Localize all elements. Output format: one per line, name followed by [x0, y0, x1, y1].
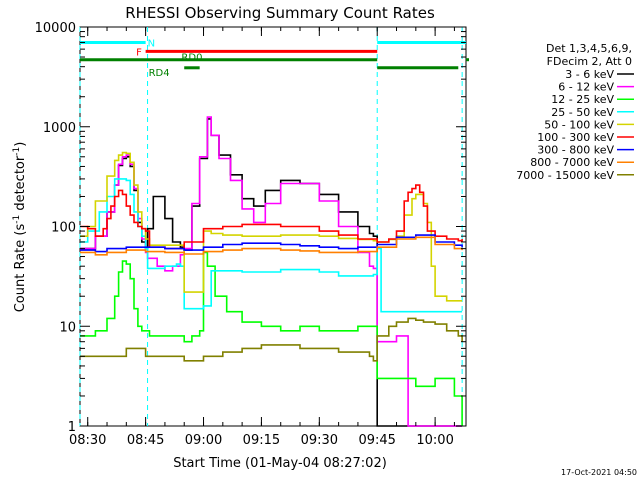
- flag-label: F: [136, 47, 142, 58]
- series-line: [80, 151, 463, 302]
- legend-entry-label: 100 - 300 keV: [537, 131, 614, 144]
- y-axis-label-main: Count Rate (s: [13, 224, 28, 313]
- y-axis: 1 10 100 1000 10000: [35, 21, 466, 435]
- legend-header-line2: FDecim 2, Att 0: [547, 55, 632, 68]
- y-tick-label: 1000: [43, 121, 76, 136]
- legend-entry-label: 25 - 50 keV: [551, 106, 614, 119]
- series-line: [80, 251, 463, 426]
- y-axis-label-end: ): [13, 142, 28, 147]
- y-tick-label: 10000: [35, 21, 76, 36]
- y-axis-label-sup2: -1: [12, 147, 22, 156]
- x-tick-label: 09:45: [358, 433, 395, 448]
- y-tick-label: 10: [59, 320, 76, 335]
- plot-area: NF RD0 RD4: [79, 26, 469, 427]
- legend: Det 1,3,4,5,6,9, FDecim 2, Att 0 3 - 6 k…: [516, 42, 634, 182]
- legend-entry-label: 800 - 7000 keV: [530, 156, 614, 169]
- legend-entry-label: 300 - 800 keV: [537, 144, 614, 157]
- x-tick-label: 09:30: [301, 433, 338, 448]
- legend-entry-label: 12 - 25 keV: [551, 93, 614, 106]
- series-line: [80, 184, 463, 250]
- legend-entry-label: 50 - 100 keV: [544, 118, 614, 131]
- legend-header-line1: Det 1,3,4,5,6,9,: [546, 42, 632, 55]
- legend-entry-label: 6 - 12 keV: [558, 81, 614, 94]
- y-tick-label: 100: [51, 221, 76, 236]
- legend-entry-label: 3 - 6 keV: [565, 68, 614, 81]
- series-line: [80, 178, 463, 313]
- flag-label: N: [148, 38, 155, 49]
- y-axis-label-mid: detector: [13, 155, 28, 215]
- generation-timestamp: 17-Oct-2021 04:50: [561, 468, 637, 477]
- x-axis-label: Start Time (01-May-04 08:27:02): [173, 456, 387, 471]
- chart-title: RHESSI Observing Summary Count Rates: [125, 4, 435, 22]
- flag-label: RD0: [181, 53, 202, 64]
- x-tick-label: 10:00: [416, 433, 453, 448]
- series-line: [80, 317, 463, 362]
- y-axis-label-sup1: -1: [12, 215, 22, 224]
- y-tick-label: 1: [68, 420, 76, 435]
- x-axis: 08:30 08:45 09:00 09:15 09:30 09:45 10:00: [69, 27, 455, 448]
- x-tick-label: 09:00: [185, 433, 222, 448]
- x-tick-label: 08:30: [69, 433, 106, 448]
- x-tick-label: 08:45: [127, 433, 164, 448]
- flag-label: RD4: [149, 68, 170, 79]
- series-line: [80, 236, 463, 256]
- legend-entry-label: 7000 - 15000 keV: [516, 169, 614, 182]
- x-tick-label: 09:15: [243, 433, 280, 448]
- y-axis-label: Count Rate (s-1 detector-1): [12, 142, 28, 313]
